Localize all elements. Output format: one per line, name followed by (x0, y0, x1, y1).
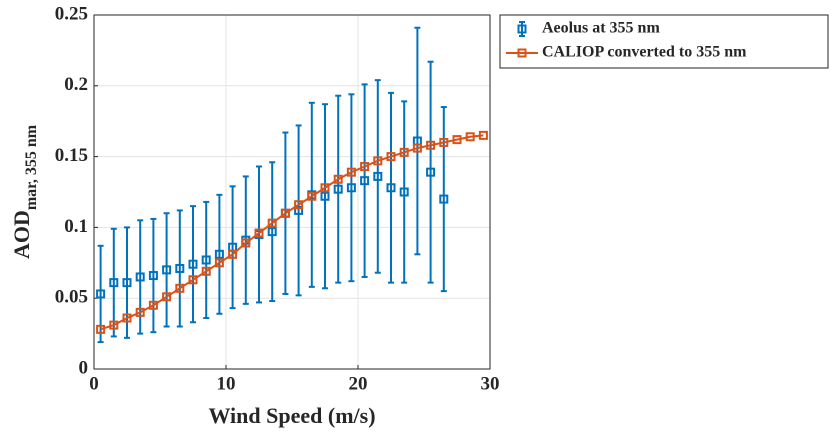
marker (201, 266, 211, 276)
legend-label: CALIOP converted to 355 nm (542, 44, 747, 61)
marker (373, 156, 383, 166)
marker (280, 208, 290, 218)
marker (267, 218, 277, 228)
x-tick-label: 20 (349, 373, 368, 394)
error-bar (401, 100, 408, 284)
marker (320, 183, 330, 193)
marker (96, 324, 106, 334)
marker (109, 278, 119, 288)
error-bar (388, 91, 394, 284)
error-bar (335, 94, 342, 284)
marker (360, 162, 370, 172)
marker (214, 249, 224, 259)
marker (333, 184, 343, 194)
marker (439, 137, 449, 147)
marker (320, 191, 330, 201)
marker (386, 152, 396, 162)
error-bar (348, 93, 355, 283)
marker (109, 320, 119, 330)
marker (386, 183, 396, 193)
marker (214, 258, 224, 268)
marker (201, 255, 211, 265)
marker (254, 228, 264, 238)
marker (175, 283, 185, 293)
marker (148, 271, 158, 281)
marker (241, 238, 251, 248)
marker (439, 194, 449, 204)
error-bar (229, 185, 236, 310)
legend-label: Aeolus at 355 nm (542, 20, 660, 37)
x-tick-label: 0 (89, 373, 99, 394)
axes-box (93, 14, 491, 370)
y-tick-label: 0 (79, 357, 89, 378)
x-tick-label: 10 (217, 373, 236, 394)
marker (399, 187, 409, 197)
marker (148, 300, 158, 310)
error-bar (322, 103, 328, 290)
error-bar (163, 212, 170, 328)
marker (346, 183, 356, 193)
y-axis-label: AODmar, 355 nm (9, 124, 40, 259)
marker (465, 132, 475, 142)
marker (360, 176, 370, 186)
marker (426, 140, 436, 150)
error-bar (190, 205, 196, 324)
marker (162, 265, 172, 275)
error-bar (216, 193, 223, 315)
marker (478, 130, 488, 140)
marker (267, 227, 277, 237)
error-bar (203, 200, 210, 320)
legend-box (499, 14, 829, 69)
marker (373, 171, 383, 181)
y-axis-label-sub: mar, 355 nm (23, 124, 40, 210)
marker (399, 147, 409, 157)
marker (228, 249, 238, 259)
error-bar (374, 79, 381, 274)
marker (96, 289, 106, 299)
error-bar (440, 106, 447, 293)
error-bar (110, 227, 117, 338)
marker (162, 292, 172, 302)
x-axis-label: Wind Speed (m/s) (208, 403, 375, 428)
plot-area (94, 15, 490, 369)
marker (188, 275, 198, 285)
marker (452, 135, 462, 145)
legend-icon (517, 48, 527, 58)
y-tick-label: 0.15 (55, 145, 88, 166)
marker (122, 278, 132, 288)
y-axis-label-main: AOD (9, 210, 34, 259)
error-bar (150, 217, 157, 334)
marker (175, 263, 185, 273)
error-bar (176, 209, 183, 328)
marker (346, 167, 356, 177)
marker (294, 205, 304, 215)
series-line (100, 134, 484, 331)
marker (426, 167, 436, 177)
marker (135, 307, 145, 317)
marker (188, 259, 198, 269)
x-tick-label: 30 (481, 373, 500, 394)
error-bar (308, 101, 315, 288)
error-bar (124, 226, 130, 339)
error-bar (256, 165, 262, 304)
error-bar (295, 124, 302, 297)
marker (333, 174, 343, 184)
marker (122, 313, 132, 323)
y-tick-label: 0.25 (55, 3, 88, 24)
legend: Aeolus at 355 nm CALIOP converted to 355 … (499, 14, 829, 69)
error-bar (137, 219, 144, 335)
error-bar (361, 83, 368, 278)
error-bar (427, 60, 434, 284)
y-tick-label: 0.1 (64, 216, 88, 237)
legend-icon (517, 24, 527, 34)
error-bar (414, 26, 421, 256)
marker (135, 272, 145, 282)
error-bar (269, 161, 276, 303)
marker (307, 191, 317, 201)
marker (412, 143, 422, 153)
y-tick-label: 0.2 (64, 74, 88, 95)
y-tick-label: 0.05 (55, 287, 88, 308)
marker (294, 200, 304, 210)
